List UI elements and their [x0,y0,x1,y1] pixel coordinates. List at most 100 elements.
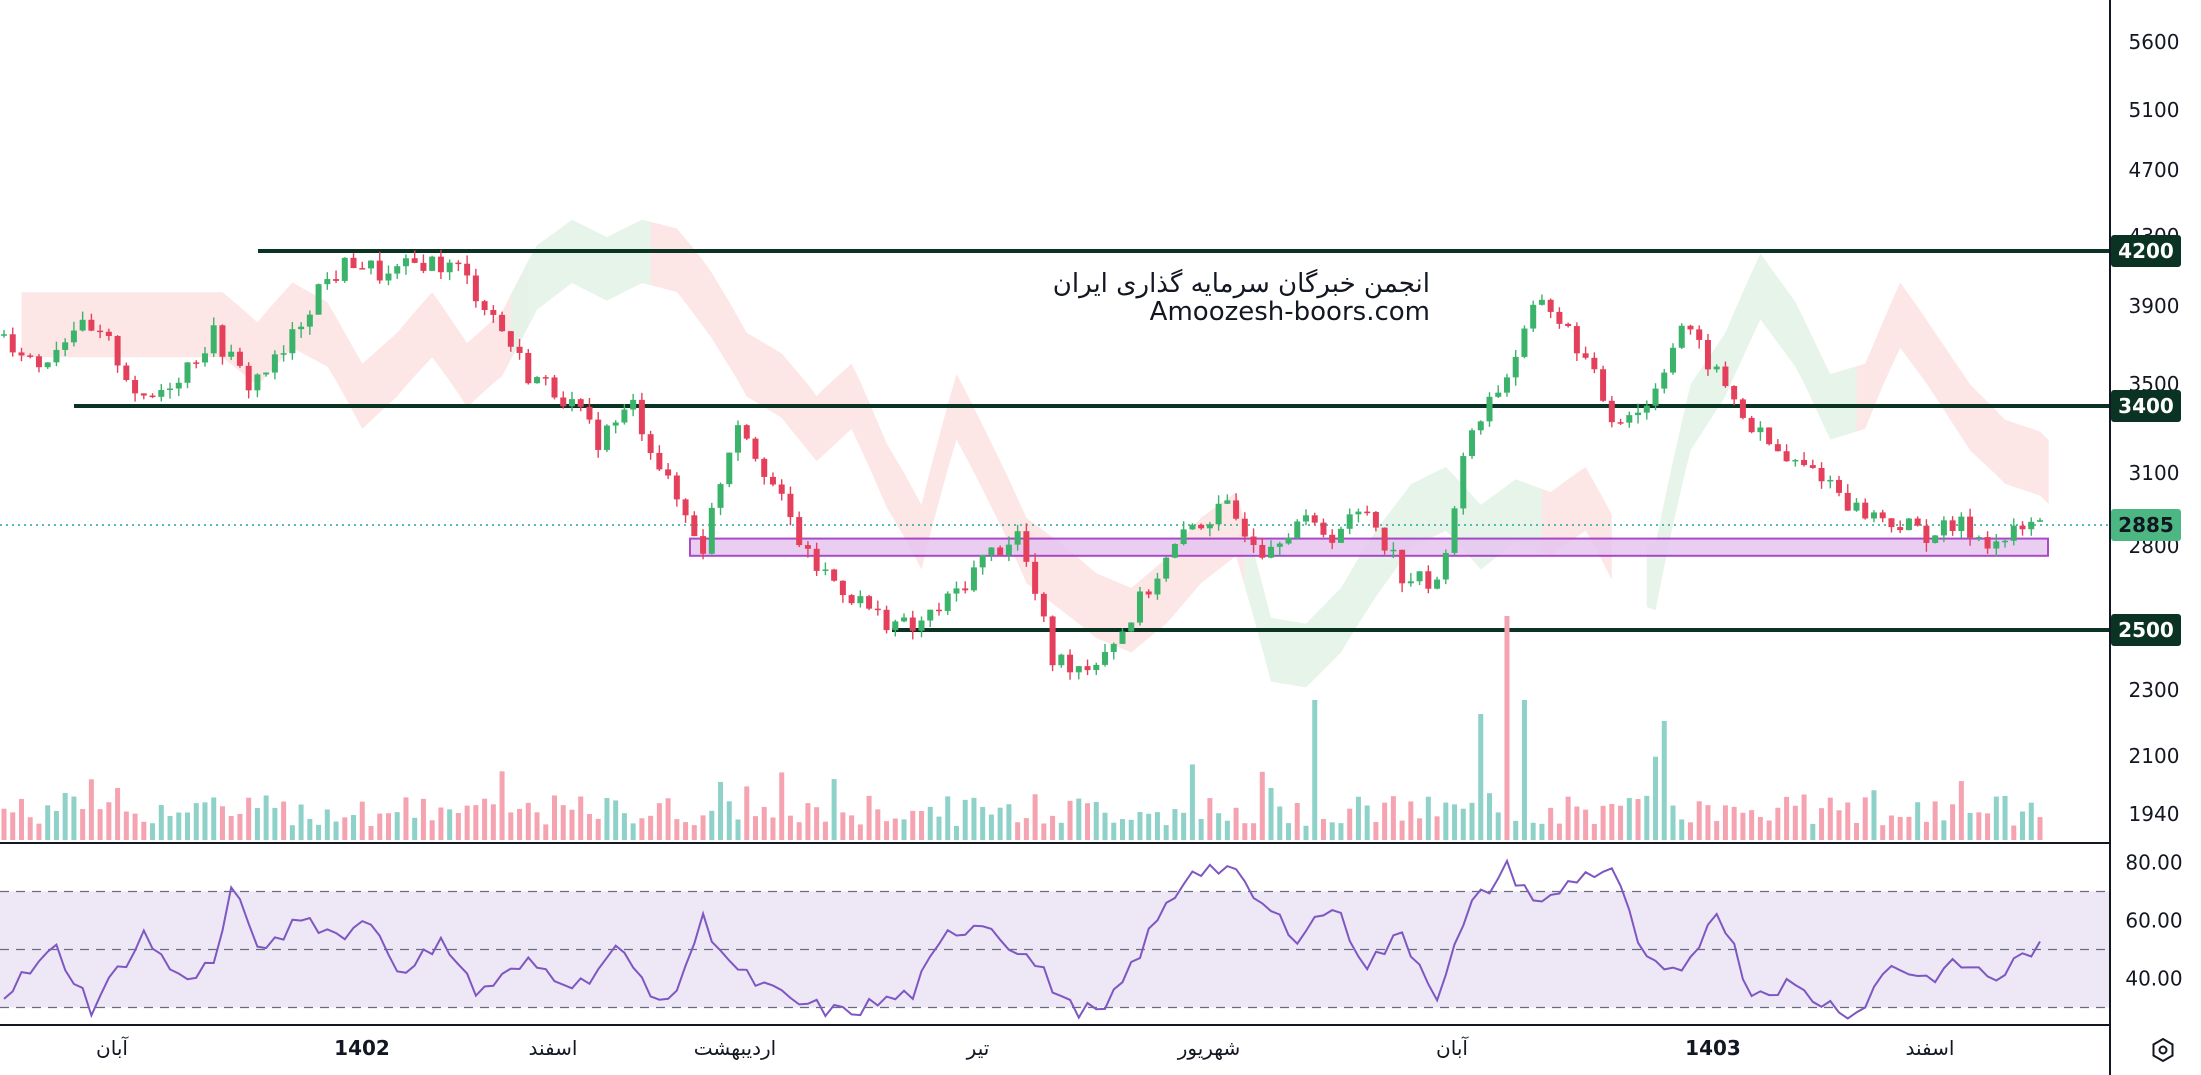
cloud-segment [1856,282,2049,505]
volume-bar [18,798,24,840]
volume-bar [1644,795,1650,840]
candle-body [1748,417,1755,433]
candle-body [1032,561,1039,594]
chart-settings-icon[interactable] [2152,1037,2174,1063]
volume-bar [700,815,706,840]
volume-bar [27,817,33,840]
volume-bar [316,824,322,840]
volume-bar [744,786,750,840]
candle-body [167,388,174,391]
volume-bar [1574,806,1580,840]
candle-body [787,493,794,518]
volume-bar [1906,816,1912,840]
candle-body [542,377,549,379]
candle-body [254,374,261,391]
price-badge-label: 3400 [2118,394,2174,418]
candle-body [18,352,25,356]
candle-body [280,353,287,355]
volume-bar [1382,802,1388,840]
time-axis-label: شهریور [1177,1036,1241,1060]
candle-body [927,609,934,621]
candle-body [1136,591,1143,623]
volume-bar [342,817,348,840]
volume-bar [1993,796,1999,840]
volume-bar [62,792,68,840]
volume-bar [656,803,662,840]
candle-body [1023,531,1030,562]
volume-bar [1015,822,1021,840]
candle-body [1451,508,1458,553]
volume-bar [875,809,881,840]
volume-bar [2002,795,2008,840]
volume-bar [1224,820,1230,840]
candle-body [271,354,278,373]
volume-bar [1207,798,1213,840]
volume-bar [1181,812,1187,840]
volume-bar [1670,805,1676,840]
watermark-line1: انجمن خبرگان سرمایه گذاری ایران [1053,268,1430,299]
candle-body [892,621,899,631]
candle-body [1967,516,1974,538]
volume-bar [1618,805,1624,840]
time-axis-label: اردیبهشت [694,1036,776,1060]
rsi-axis[interactable]: 80.00 60.00 40.00 [2125,851,2182,991]
price-badges: 4200 3400 2500 2885 [2111,235,2181,646]
price-axis[interactable]: 5600510047004300390035003100280023002100… [2129,30,2180,826]
candle-body [1731,386,1738,400]
volume-bar [420,798,426,840]
candle-body [1696,329,1703,340]
volume-bar [927,806,933,840]
candle-body [132,379,139,394]
volume-bar [508,812,514,840]
candle-body [1040,593,1047,617]
time-axis[interactable]: آبان 1402 اسفند اردیبهشت تیر شهریور آبان 1403 اس… [96,1035,1954,1060]
candle-body [1215,503,1222,525]
volume-bar [1163,825,1169,840]
candle-body [193,362,200,364]
candle-body [105,331,112,336]
candle-body [1669,347,1676,373]
volume-bar [97,809,103,840]
candle-body [201,353,208,363]
candle-body [1084,666,1091,671]
volume-bar [1513,820,1519,840]
candle-body [656,452,663,470]
volume-bar [211,797,217,840]
volume-bar [80,809,86,840]
candle-body [53,349,60,363]
volume-bar [499,771,505,840]
volume-bar [1950,804,1956,840]
volume-bar [1757,816,1763,840]
volume-bar [1408,801,1414,840]
candle-body [1372,511,1379,528]
candle-body [1958,516,1965,532]
candle-body [708,507,715,554]
volume-bar [1364,805,1370,840]
candle-body [682,499,689,516]
volume-bar [1504,616,1510,840]
volume-bar [1740,812,1746,840]
cloud-segment [1244,467,1542,688]
candle-body [1198,524,1205,529]
volume-bar [490,804,496,840]
candle-body [979,555,986,568]
volume-bar [1478,714,1484,840]
volume-bar [761,806,767,840]
volume-bar [988,814,994,840]
candle-body [1538,299,1545,305]
candle-body [1005,544,1012,556]
volume-bar [324,809,330,840]
volume-bar [621,813,627,840]
volume-bar [10,812,16,840]
candle-body [350,257,357,269]
volume-bar [2011,825,2017,840]
candle-body [1337,528,1344,543]
time-axis-label: 1402 [334,1036,390,1060]
candle-body [1145,591,1152,595]
candle-body [1058,654,1065,666]
price-badge [2111,390,2181,422]
candle-body [394,266,401,274]
candle-body [516,346,523,353]
candle-body [88,319,95,331]
